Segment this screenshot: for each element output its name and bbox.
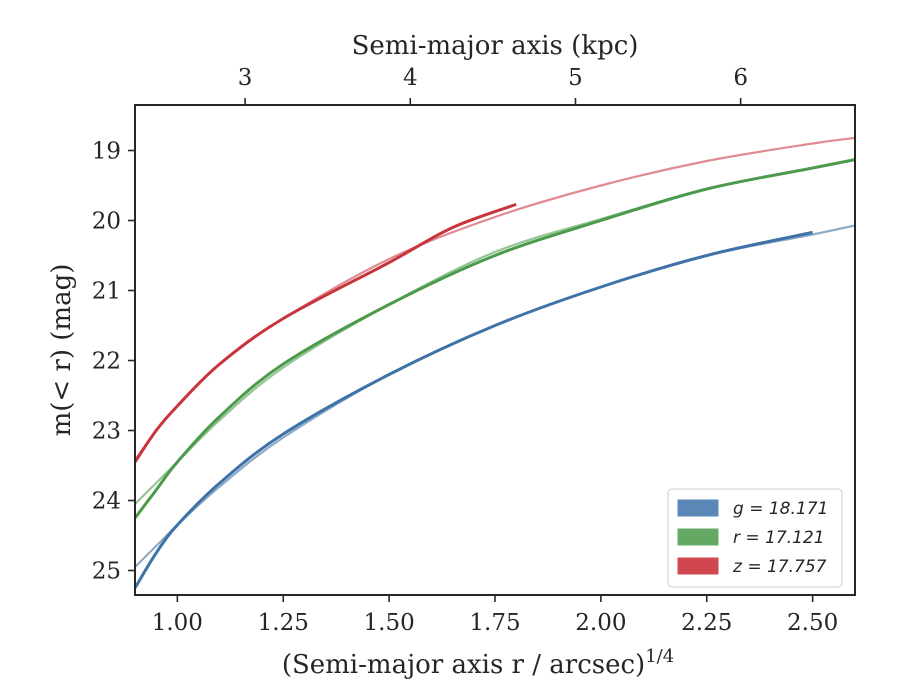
legend-swatch bbox=[677, 557, 719, 575]
x-tick-label: 1.00 bbox=[152, 610, 203, 636]
x-tick-label: 1.25 bbox=[258, 610, 309, 636]
top-x-tick-label: 6 bbox=[733, 65, 748, 91]
legend-swatch bbox=[677, 528, 719, 546]
y-tick-label: 24 bbox=[92, 489, 121, 515]
y-tick-label: 20 bbox=[92, 209, 121, 235]
top-x-tick-label: 5 bbox=[568, 65, 583, 91]
y-tick-label: 22 bbox=[92, 349, 121, 375]
y-tick-label: 25 bbox=[92, 559, 121, 585]
top-x-axis: 3 4 5 6 bbox=[238, 65, 748, 105]
y-tick-label: 19 bbox=[92, 139, 121, 165]
top-x-tick-label: 4 bbox=[403, 65, 418, 91]
y-tick-label: 21 bbox=[92, 279, 121, 305]
x-axis-label-superscript: 1/4 bbox=[645, 646, 674, 667]
legend-label: z = 17.757 bbox=[732, 557, 827, 577]
plot-frame bbox=[134, 104, 856, 596]
data-curve-g bbox=[133, 230, 813, 589]
x-axis-label: (Semi-major axis r / arcsec)1/4 bbox=[282, 646, 674, 680]
y-tick-label: 23 bbox=[92, 419, 121, 445]
x-axis-label-main: (Semi-major axis r / arcsec) bbox=[282, 650, 645, 680]
legend-label: g = 18.171 bbox=[733, 499, 828, 519]
data-curve-z bbox=[133, 202, 517, 463]
x-tick-label: 1.50 bbox=[364, 610, 415, 636]
x-tick-label: 2.00 bbox=[575, 610, 626, 636]
x-tick-label: 2.50 bbox=[787, 610, 838, 636]
series-curves bbox=[133, 136, 856, 589]
top-x-axis-label: Semi-major axis (kpc) bbox=[352, 31, 639, 61]
y-axis-label: m(< r) (mag) bbox=[47, 264, 77, 437]
legend-swatch bbox=[677, 499, 719, 517]
legend: g = 18.171 r = 17.121 z = 17.757 bbox=[667, 488, 843, 588]
legend-label: r = 17.121 bbox=[733, 528, 825, 548]
data-curve-r bbox=[133, 158, 856, 519]
legend-items: g = 18.171 r = 17.121 z = 17.757 bbox=[677, 499, 828, 577]
model-curve-z bbox=[134, 136, 856, 461]
y-axis: 19 20 21 22 23 24 25 bbox=[92, 139, 135, 585]
x-tick-label: 1.75 bbox=[469, 610, 520, 636]
top-x-tick-label: 3 bbox=[238, 65, 253, 91]
x-tick-label: 2.25 bbox=[681, 610, 732, 636]
bottom-x-axis: 1.00 1.25 1.50 1.75 2.00 2.25 2.50 bbox=[152, 595, 838, 636]
